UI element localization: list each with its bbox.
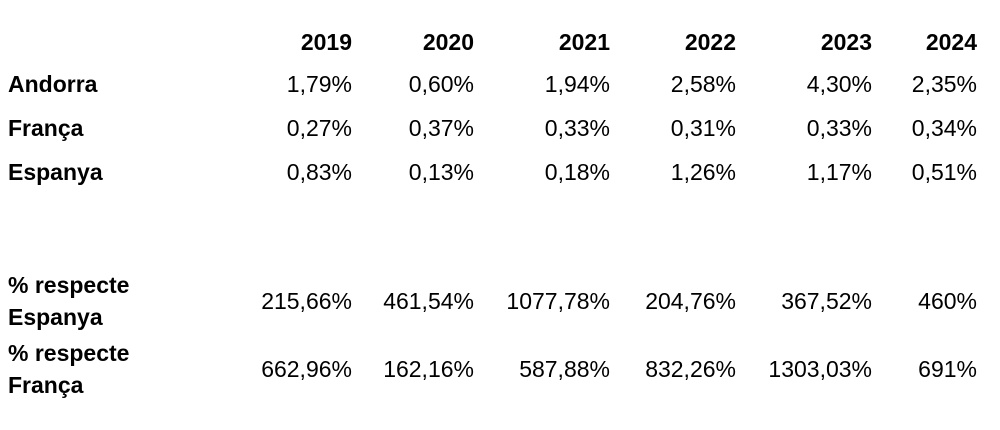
table-row-franca: França 0,27% 0,37% 0,33% 0,31% 0,33% 0,3… [0, 106, 1000, 150]
table-row-respecte-franca: % respecte França 662,96% 162,16% 587,88… [0, 335, 1000, 403]
value-cell: 4,30% [806, 70, 872, 97]
value-cell: 367,52% [781, 287, 872, 314]
year-header: 2021 [558, 28, 610, 55]
corner-cell [0, 0, 240, 62]
value-cell: 691% [918, 355, 977, 382]
year-header: 2022 [684, 28, 736, 55]
value-cell: 0,13% [408, 158, 474, 185]
value-cell: 204,76% [645, 287, 736, 314]
value-cell: 215,66% [261, 287, 352, 314]
row-label: % respecte França [8, 339, 130, 398]
spacer-row [0, 194, 1000, 267]
value-cell: 0,51% [911, 158, 977, 185]
value-cell: 1,79% [286, 70, 352, 97]
value-cell: 461,54% [383, 287, 474, 314]
value-cell: 1077,78% [506, 287, 610, 314]
value-cell: 832,26% [645, 355, 736, 382]
value-cell: 0,18% [544, 158, 610, 185]
value-cell: 0,83% [286, 158, 352, 185]
value-cell: 2,58% [670, 70, 736, 97]
row-label: Andorra [8, 70, 98, 97]
year-header: 2019 [300, 28, 352, 55]
year-header: 2024 [925, 28, 977, 55]
value-cell: 0,60% [408, 70, 474, 97]
table-row-andorra: Andorra 1,79% 0,60% 1,94% 2,58% 4,30% 2,… [0, 62, 1000, 106]
value-cell: 0,37% [408, 114, 474, 141]
value-cell: 0,33% [806, 114, 872, 141]
value-cell: 162,16% [383, 355, 474, 382]
year-header: 2020 [422, 28, 474, 55]
value-cell: 1,26% [670, 158, 736, 185]
value-cell: 1303,03% [768, 355, 872, 382]
percentage-table: 2019 2020 2021 2022 2023 2024 Andorra 1,… [0, 0, 1000, 403]
spacer-cell [0, 194, 1000, 267]
row-label: França [8, 114, 84, 141]
row-label: Espanya [8, 158, 103, 185]
table-header-row: 2019 2020 2021 2022 2023 2024 [0, 0, 1000, 62]
table-row-respecte-espanya: % respecte Espanya 215,66% 461,54% 1077,… [0, 267, 1000, 335]
year-header: 2023 [820, 28, 872, 55]
value-cell: 460% [918, 287, 977, 314]
row-label: % respecte Espanya [8, 271, 130, 330]
value-cell: 0,34% [911, 114, 977, 141]
value-cell: 662,96% [261, 355, 352, 382]
value-cell: 587,88% [519, 355, 610, 382]
table-row-espanya: Espanya 0,83% 0,13% 0,18% 1,26% 1,17% 0,… [0, 150, 1000, 194]
value-cell: 1,94% [544, 70, 610, 97]
value-cell: 0,27% [286, 114, 352, 141]
value-cell: 2,35% [911, 70, 977, 97]
value-cell: 1,17% [806, 158, 872, 185]
value-cell: 0,31% [670, 114, 736, 141]
value-cell: 0,33% [544, 114, 610, 141]
